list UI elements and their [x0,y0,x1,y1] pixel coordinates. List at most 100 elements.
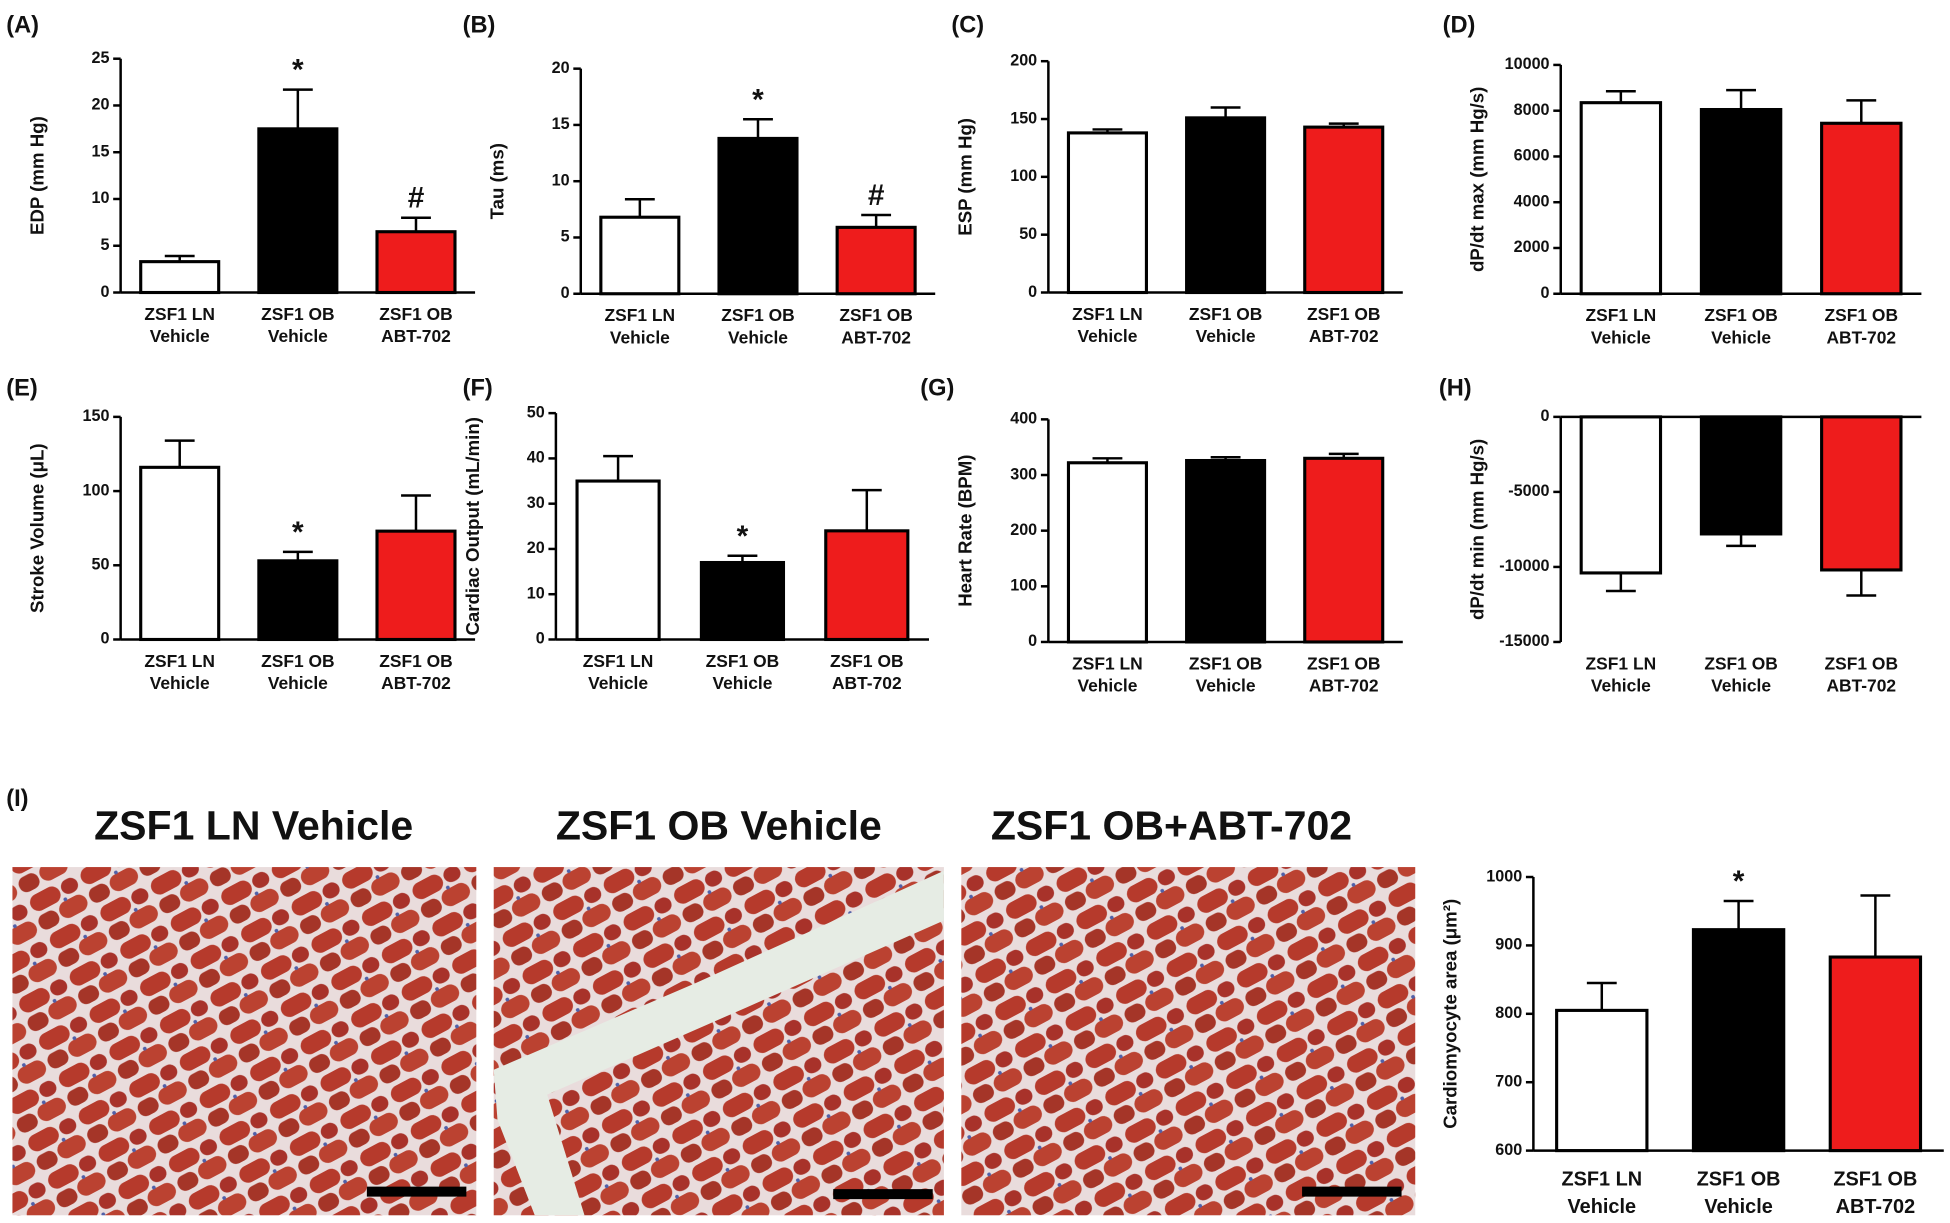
y-tick-label: 10 [552,171,570,189]
x-tick-label: ZSF1 OB [261,304,335,324]
y-tick-label: 10 [527,584,545,602]
bar [375,529,457,642]
bar [139,260,221,295]
x-tick-label: Vehicle [588,673,648,693]
panel-label: (C) [951,13,984,39]
x-tick-label: ABT-702 [1826,676,1896,696]
bar [1699,107,1783,296]
y-tick-label: 5 [100,236,109,254]
bar [1303,125,1385,295]
x-tick-label: ZSF1 LN [1561,1168,1642,1190]
x-tick-label: ZSF1 OB [1189,304,1263,324]
x-tick-label: ABT-702 [381,673,451,693]
y-tick-label: 8000 [1514,101,1550,119]
x-tick-label: ZSF1 LN [1072,653,1143,673]
x-tick-label: ZSF1 OB [1307,653,1381,673]
y-tick-label: 700 [1495,1072,1522,1090]
x-tick-label: ZSF1 OB [1825,653,1899,673]
bar [257,559,339,642]
bar [1820,415,1903,572]
y-tick-label: 150 [1010,109,1037,127]
x-tick-label: ZSF1 OB [1704,653,1778,673]
significance-mark: * [292,54,304,87]
x-tick-label: Vehicle [1196,326,1256,346]
y-tick-label: 0 [1028,283,1037,301]
y-tick-label: 15 [91,142,109,160]
bar [699,560,786,642]
x-tick-label: Vehicle [1591,676,1651,696]
y-tick-label: 100 [82,481,109,499]
panel-label: (H) [1439,376,1472,402]
y-tick-label: 0 [1541,407,1550,425]
y-tick-label: 20 [552,59,570,77]
y-axis-label: Cardiomyocyte area (μm²) [1439,899,1460,1129]
y-tick-label: 0 [561,284,570,302]
bar [835,225,917,296]
y-tick-label: 400 [1010,410,1037,428]
chart-panel: (F) Cardiac Output (mL/min) 0 10 20 30 40 50 ZSF… [462,376,929,693]
bar [824,529,910,642]
x-tick-label: ABT-702 [1826,327,1896,347]
panel-label: (D) [1443,13,1476,39]
y-tick-label: 2000 [1514,238,1550,256]
bar [1555,1008,1649,1153]
y-tick-label: 900 [1495,936,1522,954]
x-tick-label: Vehicle [1196,676,1256,696]
x-tick-label: ABT-702 [1309,326,1379,346]
x-tick-label: ZSF1 OB [379,651,453,671]
x-tick-label: ZSF1 LN [144,651,215,671]
x-tick-label: Vehicle [1591,327,1651,347]
x-tick-label: ZSF1 OB [261,651,335,671]
x-tick-label: ZSF1 LN [1586,305,1657,325]
y-tick-label: 150 [82,407,109,425]
x-tick-label: Vehicle [150,673,210,693]
x-tick-label: Vehicle [1711,676,1771,696]
y-tick-label: 15 [552,115,570,133]
panel-label: (B) [463,13,496,39]
micrograph-image [12,867,477,1216]
x-tick-label: ZSF1 LN [1586,653,1657,673]
y-tick-label: 1000 [1486,867,1522,885]
y-tick-label: 5 [561,228,570,246]
significance-mark: * [752,83,764,116]
bar [717,136,799,296]
y-tick-label: 200 [1010,51,1037,69]
significance-mark: # [868,179,885,212]
bar [139,465,221,642]
bar [1066,131,1148,295]
chart-panel: (D) dP/dt max (mm Hg/s) 0 2000 4000 6000 8000 1… [1443,13,1922,347]
chart-panel: Cardiomyocyte area (μm²) 600 700 800 900 1000… [1439,865,1944,1218]
micrograph-title: ZSF1 LN Vehicle [94,803,413,849]
x-tick-label: ZSF1 LN [605,305,676,325]
bar [1820,121,1903,296]
micrograph: ZSF1 OB+ABT-702 [961,803,1416,1216]
y-tick-label: 0 [536,630,545,648]
y-axis-label: dP/dt max (mm Hg/s) [1467,87,1488,272]
x-tick-label: ZSF1 OB [830,651,904,671]
x-tick-label: ZSF1 LN [583,651,654,671]
micrograph-image [961,867,1416,1216]
x-tick-label: ZSF1 OB [1697,1168,1781,1190]
y-tick-label: -10000 [1499,557,1549,575]
y-axis-label: dP/dt min (mm Hg/s) [1467,439,1488,620]
x-tick-label: Vehicle [1704,1196,1773,1218]
x-tick-label: ZSF1 OB [1189,653,1263,673]
significance-mark: # [408,182,425,215]
y-axis-label: ESP (mm Hg) [954,118,975,236]
x-tick-label: ZSF1 OB [839,305,913,325]
panel-label: (E) [6,376,37,402]
y-tick-label: 0 [100,630,109,648]
x-tick-label: Vehicle [712,673,772,693]
x-tick-label: ABT-702 [1309,676,1379,696]
x-tick-label: Vehicle [150,326,210,346]
x-tick-label: ZSF1 OB [1825,305,1899,325]
micrograph: ZSF1 OB Vehicle [493,803,944,1216]
panel-label: (F) [463,376,493,402]
x-tick-label: Vehicle [1711,327,1771,347]
y-tick-label: 50 [527,403,545,421]
bar [1579,101,1663,296]
y-tick-label: 600 [1495,1141,1522,1159]
y-tick-label: 4000 [1514,192,1550,210]
